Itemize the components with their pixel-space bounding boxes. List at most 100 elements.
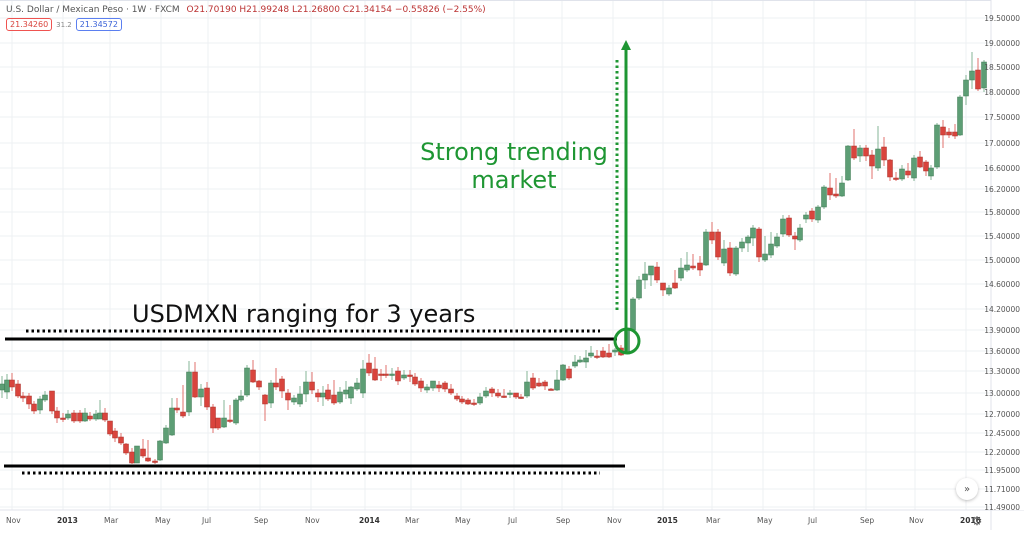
price-tick-label: 13.00000	[984, 389, 1020, 398]
candle	[215, 417, 221, 430]
candle	[320, 386, 326, 406]
candle	[612, 348, 618, 356]
price-axis[interactable]: 19.50000 19.00000 18.50000 18.00000 17.50000…	[984, 0, 1024, 512]
bid-ask-tags: 21.34260 31.2 21.34572	[6, 18, 122, 31]
scroll-to-latest-button[interactable]: »	[956, 478, 978, 500]
price-tick-label: 12.45000	[984, 429, 1020, 438]
candle	[803, 212, 809, 223]
candle	[285, 389, 291, 410]
price-tick-label: 18.00000	[984, 88, 1020, 97]
candle	[524, 371, 530, 398]
time-tick-label: May	[455, 516, 471, 525]
chart-settings-button[interactable]: ⚙	[970, 514, 984, 528]
candle	[963, 75, 969, 105]
candle	[660, 282, 666, 296]
candle	[163, 425, 169, 444]
price-tick-label: 15.40000	[984, 232, 1020, 241]
candle	[774, 233, 780, 248]
candle	[140, 439, 146, 458]
time-tick-label: Nov	[607, 516, 622, 525]
candle	[454, 393, 460, 401]
breakout-circle[interactable]	[613, 327, 641, 355]
candle	[792, 232, 798, 250]
time-tick-label: Sep	[556, 516, 570, 525]
candle	[227, 405, 233, 423]
price-tick-label: 17.50000	[984, 113, 1020, 122]
candle	[756, 227, 762, 262]
candle	[554, 370, 560, 391]
candle	[709, 222, 715, 244]
time-axis[interactable]: Nov 2013 Mar May Jul Sep Nov 2014 Mar May Jul Sep No…	[6, 516, 981, 525]
candle	[975, 58, 981, 91]
candle	[77, 410, 83, 423]
time-tick-label: 2014	[359, 516, 380, 525]
price-tick-label: 15.80000	[984, 208, 1020, 217]
candle	[797, 224, 803, 242]
candle	[180, 385, 186, 418]
drawing-layer: USDMXN ranging for 3 years Strong trendi…	[4, 40, 641, 475]
candle	[715, 229, 721, 260]
candle	[0, 376, 5, 398]
candle	[107, 420, 113, 436]
candle	[905, 163, 911, 178]
candle	[102, 408, 108, 422]
trend-annotation-label-line2: market	[471, 166, 556, 194]
candle	[690, 254, 696, 270]
candle	[536, 378, 542, 387]
price-tick-label: 11.71000	[984, 485, 1020, 494]
candle	[309, 372, 315, 394]
time-tick-label: May	[155, 516, 171, 525]
candle	[851, 129, 857, 160]
candle	[827, 173, 833, 200]
symbol-title: U.S. Dollar / Mexican Peso · 1W · FXCM	[6, 5, 180, 15]
time-tick-label: Nov	[6, 516, 21, 525]
candle	[833, 178, 839, 198]
candle	[97, 400, 103, 420]
candle	[366, 354, 372, 376]
candle	[343, 381, 349, 399]
candle	[4, 374, 10, 399]
candle	[169, 398, 175, 436]
candle	[372, 357, 378, 381]
candle	[684, 252, 690, 272]
candle	[448, 384, 454, 395]
candle	[256, 380, 262, 390]
candle	[815, 205, 821, 223]
bid-price-tag[interactable]: 21.34260	[6, 18, 53, 31]
candle	[337, 387, 343, 404]
candle	[923, 160, 929, 176]
candle	[594, 350, 600, 359]
time-tick-label: 2013	[57, 516, 78, 525]
candle	[863, 145, 869, 161]
time-tick-label: Jul	[201, 516, 211, 525]
candle	[727, 242, 733, 276]
candle	[204, 382, 210, 410]
candle	[198, 384, 204, 406]
ohlc-values: O21.70190 H21.99248 L21.26800 C21.34154 …	[186, 5, 486, 15]
candle	[157, 440, 163, 461]
price-tick-label: 19.50000	[984, 14, 1020, 23]
candle	[513, 392, 519, 399]
price-tick-label: 16.20000	[984, 185, 1020, 194]
ask-price-tag[interactable]: 21.34572	[75, 18, 122, 31]
candle	[291, 395, 297, 405]
candle	[839, 176, 845, 197]
candle	[697, 256, 703, 276]
candle	[250, 360, 256, 383]
candle	[436, 381, 442, 392]
time-tick-label: Mar	[405, 516, 420, 525]
candle	[354, 378, 360, 391]
candle	[588, 346, 594, 358]
candle	[630, 297, 636, 332]
candle	[82, 408, 88, 422]
candle	[606, 344, 612, 358]
candle	[15, 380, 21, 398]
candle	[174, 398, 180, 413]
double-chevron-right-icon: »	[963, 483, 971, 495]
candle	[49, 390, 55, 414]
candle	[869, 150, 875, 179]
candle	[20, 392, 26, 402]
candle	[26, 393, 32, 409]
